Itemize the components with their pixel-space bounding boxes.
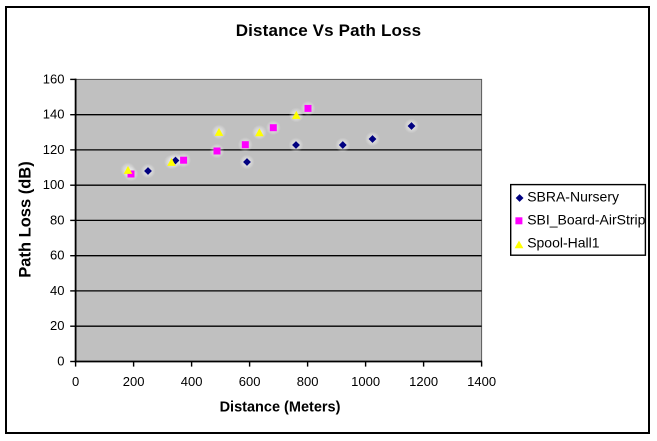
svg-text:600: 600 <box>239 374 261 389</box>
svg-text:0: 0 <box>72 374 79 389</box>
svg-text:SBRA-Nursery: SBRA-Nursery <box>527 188 619 204</box>
svg-text:Spool-Hall1: Spool-Hall1 <box>527 235 600 251</box>
svg-text:1400: 1400 <box>467 374 496 389</box>
svg-text:80: 80 <box>50 212 64 227</box>
svg-text:Distance Vs Path Loss: Distance Vs Path Loss <box>236 21 422 40</box>
svg-text:Path Loss (dB): Path Loss (dB) <box>17 161 35 277</box>
svg-text:400: 400 <box>181 374 203 389</box>
svg-text:20: 20 <box>50 318 64 333</box>
svg-text:0: 0 <box>57 354 64 369</box>
svg-text:Distance (Meters): Distance (Meters) <box>220 400 341 416</box>
svg-text:120: 120 <box>43 142 65 157</box>
svg-text:1200: 1200 <box>409 374 438 389</box>
svg-text:40: 40 <box>50 283 64 298</box>
svg-text:1000: 1000 <box>351 374 380 389</box>
svg-text:SBI_Board-AirStrip: SBI_Board-AirStrip <box>527 212 645 228</box>
svg-text:160: 160 <box>43 71 65 86</box>
svg-text:200: 200 <box>123 374 145 389</box>
svg-text:140: 140 <box>43 107 65 122</box>
svg-text:60: 60 <box>50 248 64 263</box>
svg-text:800: 800 <box>297 374 319 389</box>
svg-text:100: 100 <box>43 177 65 192</box>
